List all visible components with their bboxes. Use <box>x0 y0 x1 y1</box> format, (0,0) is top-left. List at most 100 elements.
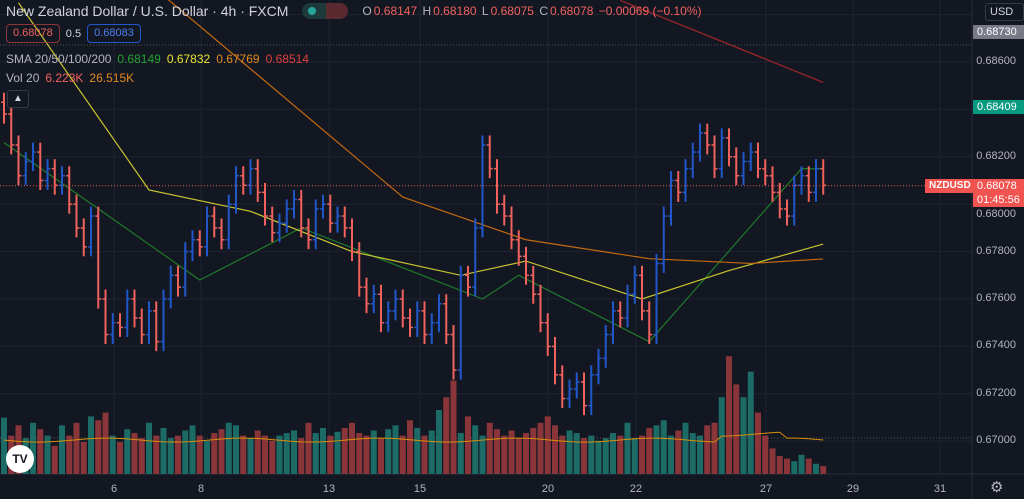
volume-bar <box>530 427 537 474</box>
bar-countdown: 01:45:56 <box>973 193 1024 207</box>
volume-bar <box>653 425 660 474</box>
sma100-line <box>167 0 824 265</box>
sell-button[interactable]: 0.68078 <box>6 24 60 43</box>
volume-bar <box>407 420 413 474</box>
settings-gear-icon[interactable]: ⚙ <box>990 479 1004 496</box>
volume-bar <box>109 435 116 474</box>
volume-bar <box>276 435 283 474</box>
volume-bar <box>218 429 225 474</box>
last-price-tag: 0.68078 <box>973 179 1024 193</box>
spread: 0.5 <box>65 27 82 40</box>
volume-bar <box>414 427 421 474</box>
time-axis-label: 13 <box>322 483 336 495</box>
volume-bar <box>559 435 566 474</box>
volume-bar <box>298 438 305 474</box>
price-axis-label: 0.68200 <box>976 149 1016 162</box>
volume-bar <box>610 433 616 474</box>
volume-bar <box>805 458 812 474</box>
time-axis-label: 22 <box>629 483 643 495</box>
time-axis-label: 27 <box>759 483 773 495</box>
buy-button[interactable]: 0.68083 <box>87 24 141 43</box>
volume-bar <box>37 429 44 474</box>
volume-bar <box>639 435 645 474</box>
volume-bar <box>726 356 732 474</box>
sma20-line <box>3 142 824 343</box>
volume-bar <box>668 435 674 474</box>
volume-bar <box>486 422 493 474</box>
volume-bar <box>523 433 529 474</box>
volume-bar <box>378 438 384 474</box>
sma200-line <box>620 0 824 83</box>
volume-bar <box>443 397 450 474</box>
volume-bar <box>138 438 145 474</box>
volume-bar <box>312 433 319 474</box>
volume-bar <box>247 438 254 474</box>
volume-bar <box>182 430 189 474</box>
volume-bar <box>631 438 638 474</box>
symbol-tag: NZDUSD <box>925 179 975 193</box>
volume-bar <box>341 427 348 474</box>
volume-bar <box>457 433 464 474</box>
high-price-tag: 0.68730 <box>973 25 1024 39</box>
volume-ma-line <box>3 431 824 443</box>
volume-bar <box>175 435 181 474</box>
volume-bar <box>95 420 102 474</box>
volume-bar <box>573 433 580 474</box>
volume-bar <box>196 435 203 474</box>
symbol-title[interactable]: New Zealand Dollar / U.S. Dollar · 4h · … <box>6 3 289 19</box>
volume-bar <box>711 422 718 474</box>
volume-bar <box>269 440 276 474</box>
volume-bar <box>240 435 247 474</box>
price-axis-label: 0.68000 <box>976 208 1016 220</box>
sma-legend[interactable]: SMA 20/50/100/200 0.68149 0.67832 0.6776… <box>6 52 309 66</box>
volume-bar <box>675 430 682 474</box>
volume-bar <box>421 435 428 474</box>
volume-bar <box>755 412 761 474</box>
volume-bar <box>747 371 754 474</box>
volume-bar <box>88 416 94 474</box>
price-axis-label: 0.68600 <box>976 55 1016 67</box>
time-axis-label: 20 <box>541 483 555 495</box>
volume-bar <box>233 425 239 474</box>
volume-bar <box>305 422 312 474</box>
volume-legend[interactable]: Vol 20 6.223K 26.515K <box>6 71 135 85</box>
volume-bar <box>117 442 123 474</box>
volume-bar <box>682 422 689 474</box>
volume-bar <box>1 417 7 474</box>
volume-bar <box>167 438 174 474</box>
bid-ask: 0.68078 0.5 0.68083 <box>6 24 141 43</box>
volume-bar <box>320 427 326 474</box>
market-status-toggle[interactable] <box>302 3 349 19</box>
volume-bar <box>494 429 500 474</box>
volume-bar <box>813 463 819 474</box>
volume-bar <box>602 438 609 474</box>
currency-select[interactable]: USD ⌄ <box>985 3 1024 32</box>
volume-bar <box>776 456 783 474</box>
time-axis-label: 6 <box>110 483 118 495</box>
volume-bar <box>327 435 334 474</box>
time-axis-label: 31 <box>933 483 947 495</box>
symbol-legend: New Zealand Dollar / U.S. Dollar · 4h · … <box>6 3 703 19</box>
volume-bar <box>689 433 696 474</box>
ohlc-values: O 0.68147 H 0.68180 L 0.68075 C 0.68078 −0.0… <box>362 4 702 18</box>
volume-bar <box>537 422 544 474</box>
volume-bar <box>66 435 73 474</box>
volume-bar <box>349 422 355 474</box>
volume-bar <box>697 435 703 474</box>
price-axis-label: 0.67000 <box>976 434 1016 447</box>
tradingview-logo[interactable]: TV <box>6 445 34 473</box>
collapse-legend-button[interactable]: ▲ <box>7 90 29 108</box>
volume-bar <box>370 430 377 474</box>
chevron-up-icon: ▲ <box>13 93 23 104</box>
volume-bar <box>160 427 167 474</box>
volume-bar <box>784 458 790 474</box>
volume-bar <box>283 433 290 474</box>
volume-bar <box>51 445 58 474</box>
volume-bar <box>80 442 87 474</box>
volume-bar <box>450 380 457 474</box>
price-axis-label: 0.67800 <box>976 244 1016 257</box>
volume-bar <box>588 435 595 474</box>
volume-bar <box>769 448 776 474</box>
sma-price-tag: 0.68409 <box>973 100 1024 114</box>
